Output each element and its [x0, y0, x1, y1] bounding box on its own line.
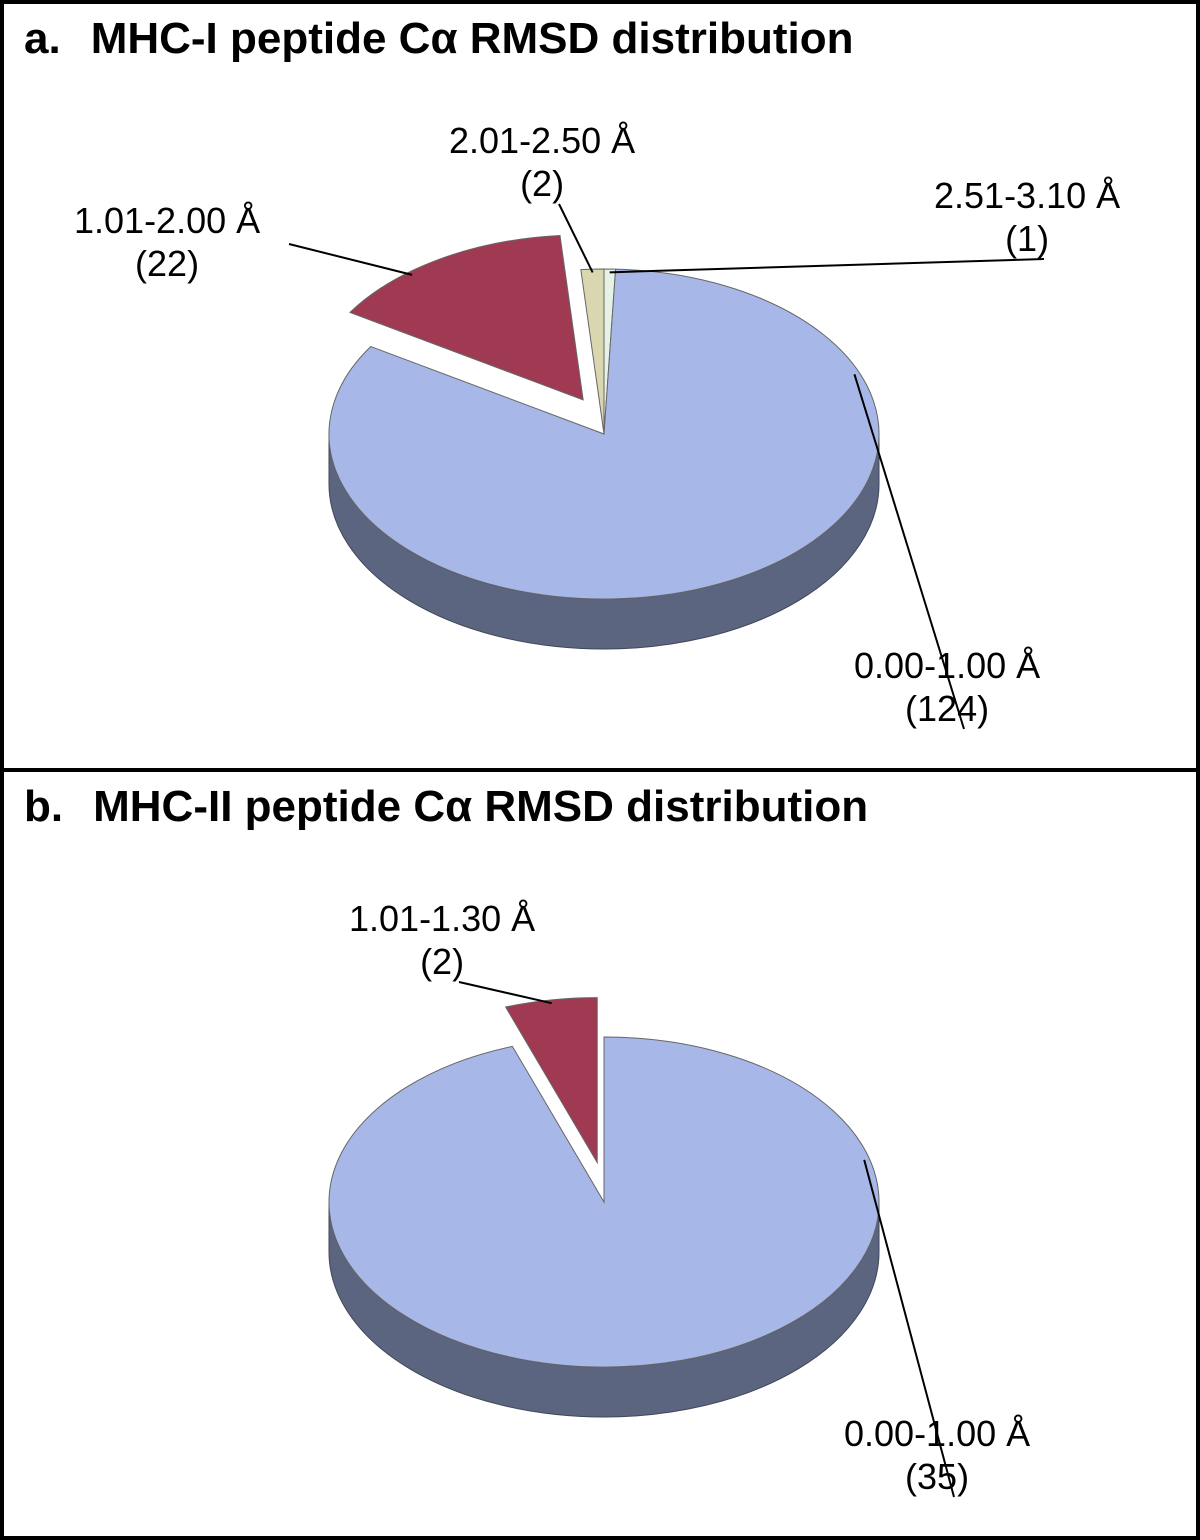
panel-b: b. MHC-II peptide Cα RMSD distribution 0… — [4, 772, 1196, 1536]
slice-label-count: (2) — [449, 162, 635, 205]
slice-label: 2.01-2.50 Å(2) — [449, 119, 635, 205]
pie-slice — [581, 269, 604, 434]
panel-a: a. MHC-I peptide Cα RMSD distribution 2.… — [4, 4, 1196, 772]
leader-line — [289, 244, 412, 275]
leader-line — [459, 982, 552, 1003]
slice-label-count: (2) — [349, 940, 535, 983]
slice-label-range: 2.01-2.50 Å — [449, 119, 635, 162]
slice-label-count: (1) — [934, 217, 1120, 260]
slice-label-range: 2.51-3.10 Å — [934, 174, 1120, 217]
slice-label: 1.01-2.00 Å(22) — [74, 199, 260, 285]
slice-label: 1.01-1.30 Å(2) — [349, 897, 535, 983]
slice-label-range: 0.00-1.00 Å — [854, 644, 1040, 687]
slice-label-range: 0.00-1.00 Å — [844, 1412, 1030, 1455]
slice-label: 0.00-1.00 Å(124) — [854, 644, 1040, 730]
slice-label-range: 1.01-1.30 Å — [349, 897, 535, 940]
slice-label: 0.00-1.00 Å(35) — [844, 1412, 1030, 1498]
leader-line — [610, 259, 1044, 272]
slice-label-range: 1.01-2.00 Å — [74, 199, 260, 242]
slice-label-count: (35) — [844, 1455, 1030, 1498]
slice-label: 2.51-3.10 Å(1) — [934, 174, 1120, 260]
slice-label-count: (22) — [74, 242, 260, 285]
pie-slice — [329, 1037, 879, 1367]
slice-label-count: (124) — [854, 687, 1040, 730]
figure-container: a. MHC-I peptide Cα RMSD distribution 2.… — [0, 0, 1200, 1540]
